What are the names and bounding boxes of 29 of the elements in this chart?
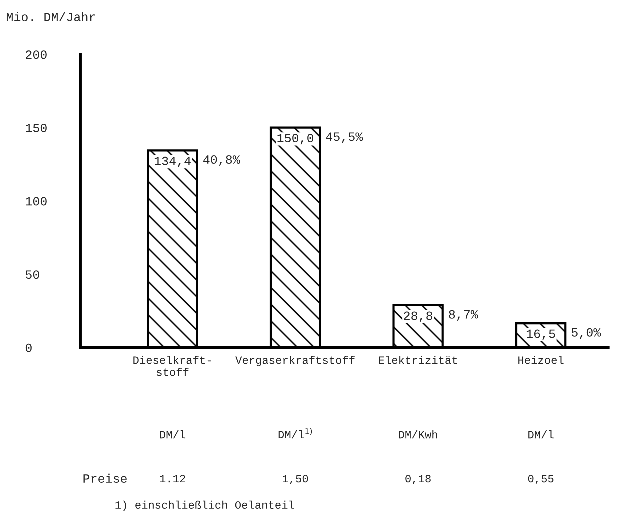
data-label: 28,8	[404, 312, 432, 322]
text: DM/l	[160, 430, 186, 439]
x-tick-label: Dieselkraft- stoff	[134, 356, 211, 376]
x-tick-label: Heizoel	[518, 356, 564, 364]
annotation: 40,8%	[204, 156, 240, 166]
y-tick-label: 50	[26, 270, 40, 280]
text: Preise	[84, 474, 127, 484]
x-tick-label: Vergaserkraftstoff	[236, 356, 355, 366]
text: DM/Kwh	[399, 430, 438, 439]
text: 1) einschließlich Oelanteil	[116, 500, 294, 512]
text: 1)	[306, 428, 312, 436]
text: 0,18	[406, 475, 431, 485]
y-tick-label: 0	[26, 344, 32, 352]
text: DM/l	[278, 430, 304, 439]
annotation: 8,7%	[449, 310, 478, 321]
text: 1.12	[160, 475, 186, 483]
text: DM/l	[528, 430, 554, 439]
y-tick-label: 100	[26, 197, 47, 206]
y-tick-label: 150	[26, 124, 47, 132]
x-tick-label: Elektrizität	[379, 356, 458, 364]
y-tick-label: 200	[26, 50, 47, 60]
data-label: 150,0	[278, 134, 314, 145]
text: 1,50	[283, 475, 308, 485]
text: 0,55	[528, 475, 554, 485]
data-label: 134,4	[154, 156, 191, 168]
data-label: 16,5	[526, 330, 556, 340]
annotation: 5,0%	[572, 328, 602, 339]
annotation: 45,5%	[326, 132, 364, 144]
y-axis-title: Mio. DM/Jahr	[6, 12, 96, 22]
